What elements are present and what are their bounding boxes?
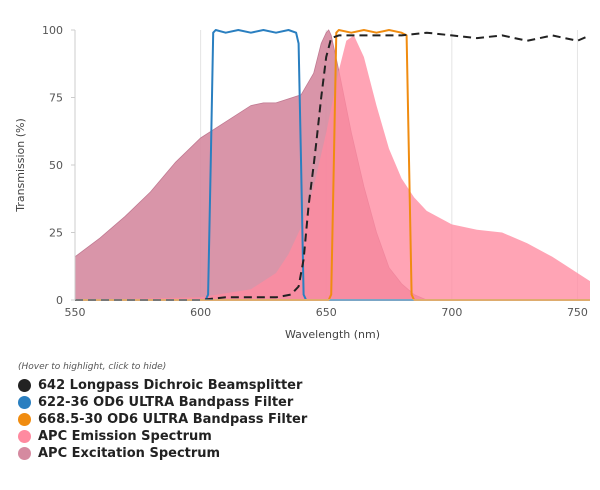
legend-item-apc-excitation[interactable]: APC Excitation Spectrum [18, 445, 578, 462]
legend-item-apc-emission[interactable]: APC Emission Spectrum [18, 428, 578, 445]
legend-label: APC Emission Spectrum [38, 429, 212, 444]
filter-lines-layer [75, 29, 591, 301]
legend-swatch [18, 396, 31, 409]
legend-item-668-5-30-bandpass[interactable]: 668.5-30 OD6 ULTRA Bandpass Filter [18, 411, 578, 428]
x-tick-label-600: 600 [190, 306, 211, 319]
legend-swatch [18, 430, 31, 443]
transmission-chart: 550 600 650 700 750 0 25 50 75 100 Wavelength (n… [14, 24, 591, 341]
x-axis-label: Wavelength (nm) [285, 328, 380, 341]
y-tick-label-50: 50 [49, 159, 63, 172]
y-tick-label-25: 25 [49, 227, 63, 240]
legend: (Hover to highlight, click to hide) 642 … [18, 362, 578, 462]
y-tick-labels: 0 25 50 75 100 [42, 24, 75, 307]
x-tick-labels: 550 600 650 700 750 [65, 306, 588, 319]
legend-item-622-36-bandpass[interactable]: 622-36 OD6 ULTRA Bandpass Filter [18, 394, 578, 411]
y-tick-label-75: 75 [49, 92, 63, 105]
series-622-36-bandpass-line [75, 29, 590, 301]
x-tick-label-700: 700 [441, 306, 462, 319]
y-tick-label-100: 100 [42, 24, 63, 37]
legend-swatch [18, 413, 31, 426]
legend-item-642-longpass[interactable]: 642 Longpass Dichroic Beamsplitter [18, 377, 578, 394]
y-tick-label-0: 0 [56, 294, 63, 307]
legend-hint: (Hover to highlight, click to hide) [18, 362, 167, 372]
legend-label: 642 Longpass Dichroic Beamsplitter [38, 378, 303, 393]
series-668-5-30-bandpass-line [75, 29, 590, 301]
series-642-longpass-line [75, 31, 591, 301]
y-axis-label: Transmission (%) [14, 118, 27, 213]
apc-emission-layer [75, 35, 590, 301]
x-tick-label-750: 750 [567, 306, 588, 319]
legend-label: APC Excitation Spectrum [38, 446, 221, 461]
legend-swatch [18, 379, 31, 392]
legend-label: 622-36 OD6 ULTRA Bandpass Filter [38, 395, 294, 410]
x-tick-label-650: 650 [316, 306, 337, 319]
legend-swatch [18, 447, 31, 460]
legend-label: 668.5-30 OD6 ULTRA Bandpass Filter [38, 412, 308, 427]
x-tick-label-550: 550 [65, 306, 86, 319]
series-apc-emission-area [75, 35, 590, 301]
